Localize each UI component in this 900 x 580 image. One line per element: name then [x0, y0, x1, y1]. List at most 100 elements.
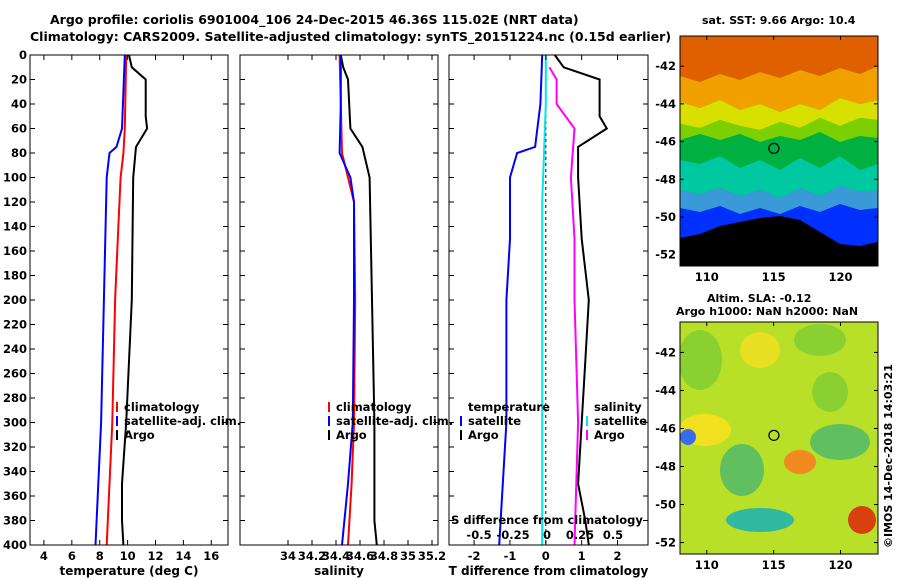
depth-tick-label: 400	[3, 538, 27, 552]
legend-label: Argo	[124, 428, 155, 442]
x-tick-label: 34.4	[322, 549, 350, 563]
series-line-satellite-adj-clim-	[338, 55, 355, 546]
map-lat-label: -48	[655, 172, 676, 186]
panel-frame	[448, 54, 649, 546]
depth-tick-label: 120	[3, 195, 27, 209]
x-tick-label: 35	[400, 549, 416, 563]
s-tick-label: 0.25	[566, 528, 594, 542]
x-tick-label: 0	[542, 549, 550, 563]
map-lon-label: 115	[762, 270, 786, 284]
x-tick-label: 34	[280, 549, 296, 563]
legend-title-salinity: salinity	[594, 400, 642, 414]
x-tick-label: 12	[147, 549, 163, 563]
sla-map-title: Altim. SLA: -0.12	[707, 292, 812, 305]
sla-map-subtitle: Argo h1000: NaN h2000: NaN	[676, 305, 859, 318]
depth-tick-label: 160	[3, 244, 27, 258]
series-line-satellite-adj-clim-	[94, 54, 126, 546]
map-lat-label: -42	[655, 59, 676, 73]
series-line-argo	[121, 54, 149, 546]
x-axis-label: T difference from climatology	[449, 564, 649, 578]
x-tick-label: -2	[468, 549, 481, 563]
x-tick-label: 16	[203, 549, 219, 563]
depth-tick-label: 220	[3, 318, 27, 332]
depth-tick-label: 380	[3, 514, 27, 528]
map-lat-label: -52	[655, 536, 676, 550]
map-lat-label: -50	[655, 210, 676, 224]
map-lon-label: 120	[829, 558, 853, 572]
x-tick-label: 35.2	[418, 549, 446, 563]
map-lat-label: -50	[655, 498, 676, 512]
sla-map-frame	[679, 321, 879, 555]
x-tick-label: 14	[175, 549, 191, 563]
panel-frame	[29, 54, 229, 546]
series-line-t-satellite	[498, 54, 544, 546]
legend-label: satellite-adj. clim.	[336, 414, 453, 428]
x-axis-label: salinity	[314, 564, 364, 578]
x-tick-label: 6	[68, 549, 76, 563]
depth-tick-label: 80	[11, 146, 27, 160]
map-lat-label: -42	[655, 345, 676, 359]
s-tick-label: -0.25	[496, 528, 529, 542]
series-line-argo	[339, 54, 378, 546]
s-tick-label: -0.5	[466, 528, 491, 542]
legend-title-temperature: temperature	[468, 400, 550, 414]
depth-tick-label: 260	[3, 367, 27, 381]
depth-tick-label: 280	[3, 391, 27, 405]
panel-frame	[239, 54, 439, 546]
depth-tick-label: 320	[3, 440, 27, 454]
depth-tick-label: 40	[11, 97, 27, 111]
map-lat-label: -44	[655, 97, 676, 111]
depth-tick-label: 300	[3, 416, 27, 430]
map-lon-label: 115	[762, 558, 786, 572]
sst-field	[680, 36, 878, 266]
depth-tick-label: 0	[19, 48, 27, 62]
legend-label: satellite	[468, 414, 521, 428]
legend-label: Argo	[594, 428, 625, 442]
sla-field	[680, 322, 878, 554]
series-line-s-argo	[548, 66, 580, 546]
x-tick-label: 34.2	[298, 549, 326, 563]
depth-tick-label: 180	[3, 269, 27, 283]
x-tick-label: 34.8	[370, 549, 398, 563]
argo-position-marker	[768, 142, 780, 154]
map-lat-label: -52	[655, 248, 676, 262]
legend-label: climatology	[336, 400, 412, 414]
x-tick-label: 10	[120, 549, 136, 563]
sst-map-frame	[679, 35, 879, 267]
x-tick-label: 4	[40, 549, 48, 563]
x-axis-label: temperature (deg C)	[60, 564, 199, 578]
x-tick-label: 1	[578, 549, 586, 563]
series-line-climatology	[338, 54, 357, 546]
imos-watermark: ©IMOS 14-Dec-2018 14:03:21	[882, 364, 895, 548]
legend-label: Argo	[336, 428, 367, 442]
figure-title-line2: Climatology: CARS2009. Satellite-adjuste…	[30, 29, 672, 44]
x-tick-label: 34.6	[346, 549, 374, 563]
legend-label: Argo	[468, 428, 499, 442]
series-line-climatology	[105, 54, 128, 546]
series-line-t-argo	[553, 54, 609, 546]
legend-label: climatology	[124, 400, 200, 414]
depth-tick-label: 140	[3, 220, 27, 234]
depth-tick-label: 100	[3, 171, 27, 185]
map-lon-label: 110	[695, 558, 719, 572]
map-lon-label: 120	[829, 270, 853, 284]
s-tick-label: 0	[543, 528, 551, 542]
depth-tick-label: 60	[11, 122, 27, 136]
map-lat-label: -46	[655, 421, 676, 435]
map-lat-label: -44	[655, 383, 676, 397]
map-lon-label: 110	[695, 270, 719, 284]
legend-label: satellite-adj. clim.	[124, 414, 241, 428]
depth-tick-label: 360	[3, 489, 27, 503]
x-tick-label: 8	[96, 549, 104, 563]
depth-tick-label: 240	[3, 342, 27, 356]
s-tick-label: 0.5	[603, 528, 623, 542]
argo-position-marker	[768, 429, 780, 441]
legend-label: satellite	[594, 414, 647, 428]
s-difference-label: S difference from climatology	[451, 513, 643, 527]
x-tick-label: -1	[504, 549, 517, 563]
depth-tick-label: 200	[3, 293, 27, 307]
x-tick-label: 2	[614, 549, 622, 563]
depth-tick-label: 340	[3, 465, 27, 479]
map-lat-label: -48	[655, 460, 676, 474]
